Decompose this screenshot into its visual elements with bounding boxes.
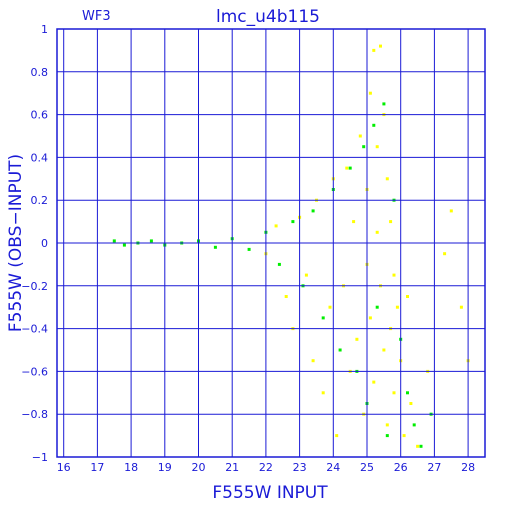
y-tick-label: 0.8 <box>31 66 49 79</box>
data-point <box>406 391 409 395</box>
data-point <box>389 220 393 224</box>
x-tick-label: 23 <box>293 461 307 474</box>
data-point <box>335 434 339 438</box>
data-point <box>372 123 376 127</box>
data-point <box>443 252 447 256</box>
data-point <box>311 359 315 363</box>
data-point <box>368 316 372 320</box>
data-point <box>112 239 116 243</box>
x-tick-label: 24 <box>326 461 340 474</box>
x-tick-label: 21 <box>225 461 239 474</box>
data-point <box>372 380 376 384</box>
x-tick-label: 18 <box>124 461 138 474</box>
data-point <box>355 337 359 341</box>
data-point <box>274 224 278 228</box>
data-point <box>328 305 332 309</box>
data-point <box>392 273 396 277</box>
data-point <box>419 444 423 448</box>
data-point <box>385 423 389 427</box>
tick-labels: 16 17 18 19 20 21 22 23 24 25 26 27 28 −1 −0.8 −0.6 −0.4… <box>21 23 475 474</box>
y-tick-label: −0.2 <box>21 280 48 293</box>
x-tick-label: 20 <box>192 461 206 474</box>
data-point <box>247 247 251 251</box>
data-point <box>375 145 379 149</box>
data-point <box>122 243 126 247</box>
y-tick-label: 1 <box>41 23 48 36</box>
data-point <box>395 305 399 309</box>
data-point <box>382 102 386 106</box>
y-tick-label: 0.2 <box>31 194 49 207</box>
panel-label: WF3 <box>82 9 111 24</box>
data-point <box>277 262 281 266</box>
y-tick-label: −0.6 <box>21 365 48 378</box>
data-point <box>304 273 308 277</box>
data-point <box>379 44 382 48</box>
data-point <box>372 48 376 52</box>
data-point <box>362 145 366 149</box>
y-axis-label: F555W (OBS−INPUT) <box>6 154 26 332</box>
x-tick-label: 16 <box>57 461 71 474</box>
data-point <box>321 316 325 320</box>
data-point <box>345 166 349 170</box>
data-point <box>459 305 463 309</box>
data-point <box>352 220 356 224</box>
x-tick-label: 25 <box>360 461 374 474</box>
data-point <box>375 305 379 309</box>
data-point <box>149 239 153 243</box>
green-series <box>112 102 433 448</box>
data-point <box>385 177 389 181</box>
x-tick-label: 28 <box>461 461 475 474</box>
y-tick-label: −0.4 <box>21 323 48 336</box>
data-point <box>368 91 372 95</box>
y-tick-label: 0.6 <box>31 109 49 122</box>
data-point <box>449 209 453 213</box>
x-tick-label: 22 <box>259 461 273 474</box>
data-point <box>402 434 406 438</box>
x-tick-label: 19 <box>158 461 172 474</box>
plot-frame <box>56 28 486 458</box>
y-tick-label: −1 <box>32 451 48 464</box>
data-point <box>382 348 386 352</box>
data-point <box>392 391 396 395</box>
data-point <box>416 444 420 448</box>
x-tick-label: 27 <box>427 461 441 474</box>
x-axis-label: F555W INPUT <box>212 483 328 503</box>
data-point <box>406 295 409 298</box>
data-point <box>412 423 416 427</box>
data-point <box>291 220 295 224</box>
x-tick-label: 26 <box>394 461 408 474</box>
chart-title: lmc_u4b115 <box>216 7 320 27</box>
data-point <box>409 402 413 405</box>
x-tick-label: 17 <box>90 461 104 474</box>
y-tick-label: 0 <box>41 237 48 250</box>
data-point <box>385 434 389 438</box>
y-tick-label: 0.4 <box>31 151 49 164</box>
data-point <box>375 230 379 234</box>
data-point <box>338 348 342 352</box>
grid-lines <box>57 28 485 458</box>
data-point <box>311 209 315 213</box>
data-point <box>321 391 325 395</box>
data-point <box>348 166 352 170</box>
data-point <box>284 295 288 298</box>
data-point <box>358 134 362 138</box>
y-tick-label: −0.8 <box>21 408 48 421</box>
data-point <box>213 245 217 249</box>
